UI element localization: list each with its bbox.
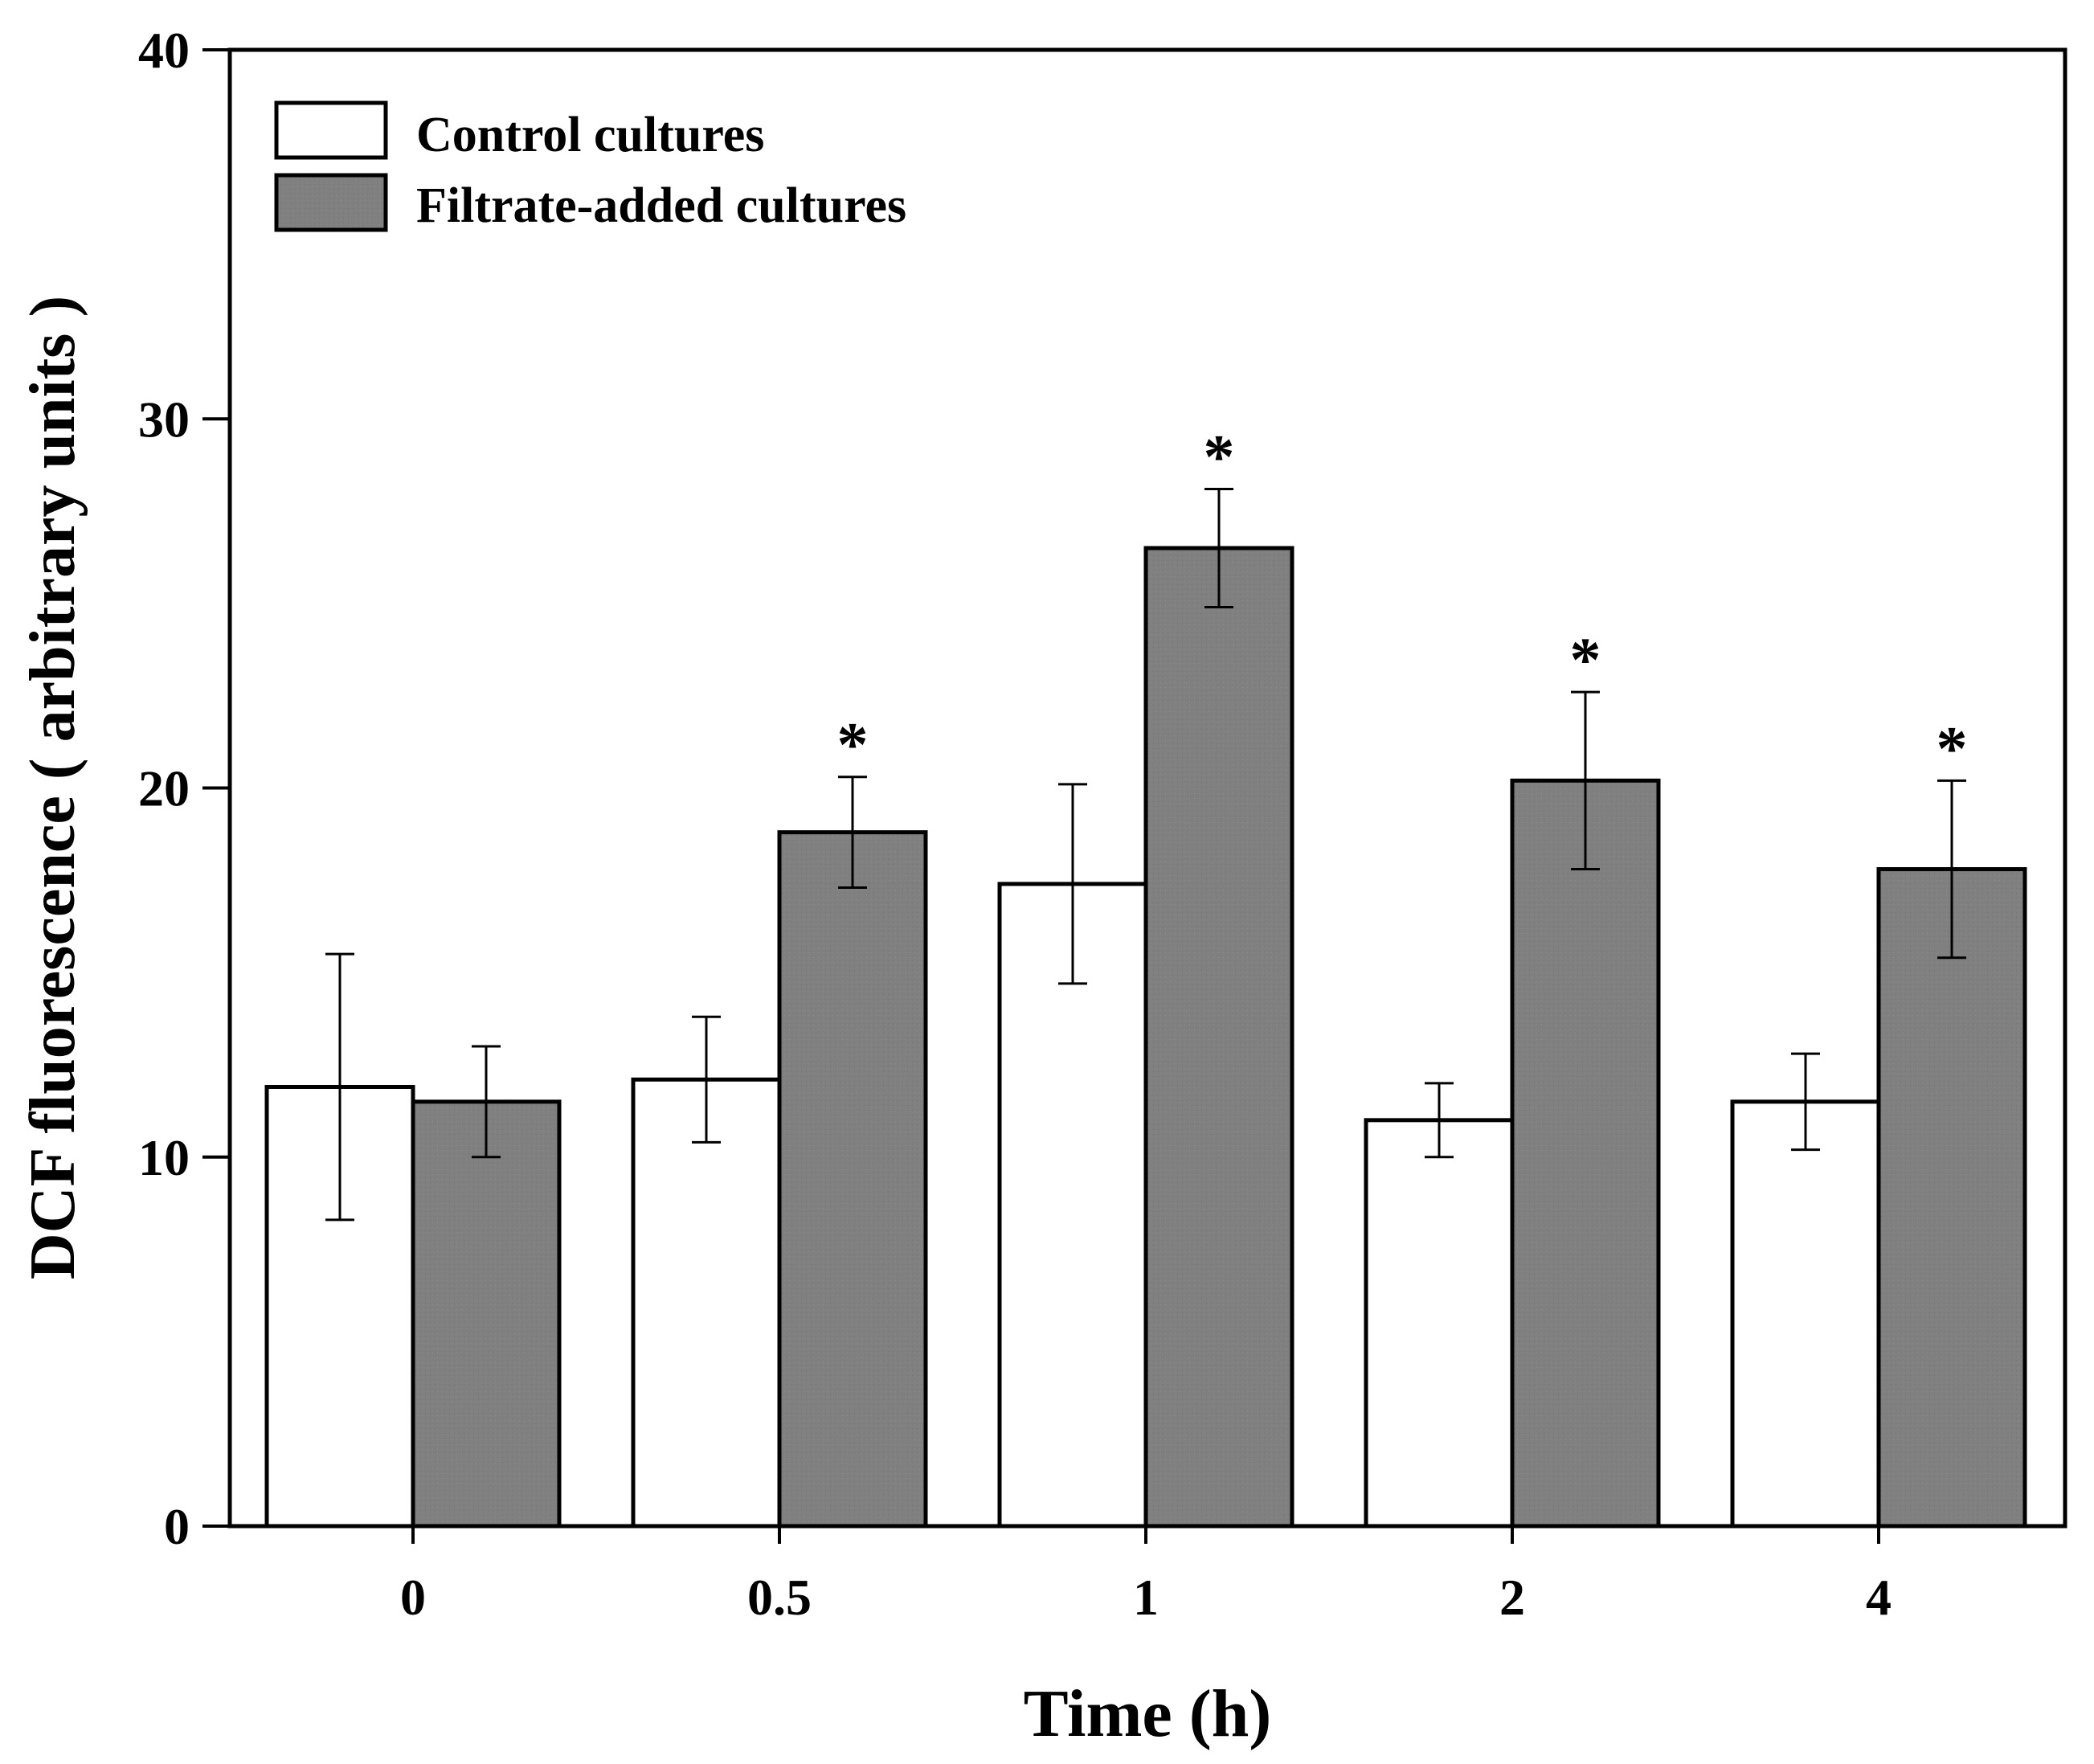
bar-filtrate-0.5 [777,830,928,1529]
legend-swatch-control [274,100,388,160]
bars-layer [264,546,2027,1529]
legend-swatch-filtrate [274,173,388,232]
error-bars-layer [325,488,1966,1222]
legend-label-filtrate: Filtrate-added cultures [416,178,906,233]
y-tick-label-40: 40 [138,22,190,79]
significance-star-2: * [1570,624,1601,694]
x-tick-label-0: 0 [400,1569,426,1626]
bar-control-0.5 [631,1077,782,1529]
x-tick-label-0.5: 0.5 [747,1569,812,1626]
legend-label-control: Control cultures [416,108,764,162]
x-tick-label-4: 4 [1866,1569,1892,1626]
x-tick-label-1: 1 [1133,1569,1159,1626]
significance-star-0.5: * [837,710,869,780]
bar-filtrate-0 [411,1099,562,1529]
significance-star-4: * [1937,713,1968,783]
bar-filtrate-2 [1510,778,1661,1529]
legend: Control cultures Filtrate-added cultures [274,100,906,233]
y-tick-label-10: 10 [138,1129,190,1186]
y-tick-label-20: 20 [138,760,190,817]
y-tick-label-30: 30 [138,391,190,448]
bar-control-2 [1364,1118,1515,1529]
bar-filtrate-4 [1876,867,2027,1529]
y-axis-title: DCF fluorescence ( arbitrary units ) [18,296,88,1279]
x-tick-label-2: 2 [1499,1569,1525,1626]
y-tick-label-0: 0 [164,1498,190,1555]
bar-filtrate-1 [1143,546,1294,1529]
significance-star-1: * [1204,422,1235,492]
bar-control-4 [1730,1099,1881,1529]
significance-markers-layer: * * * * [837,422,1968,784]
x-axis-title: Time (h) [1024,1676,1272,1751]
